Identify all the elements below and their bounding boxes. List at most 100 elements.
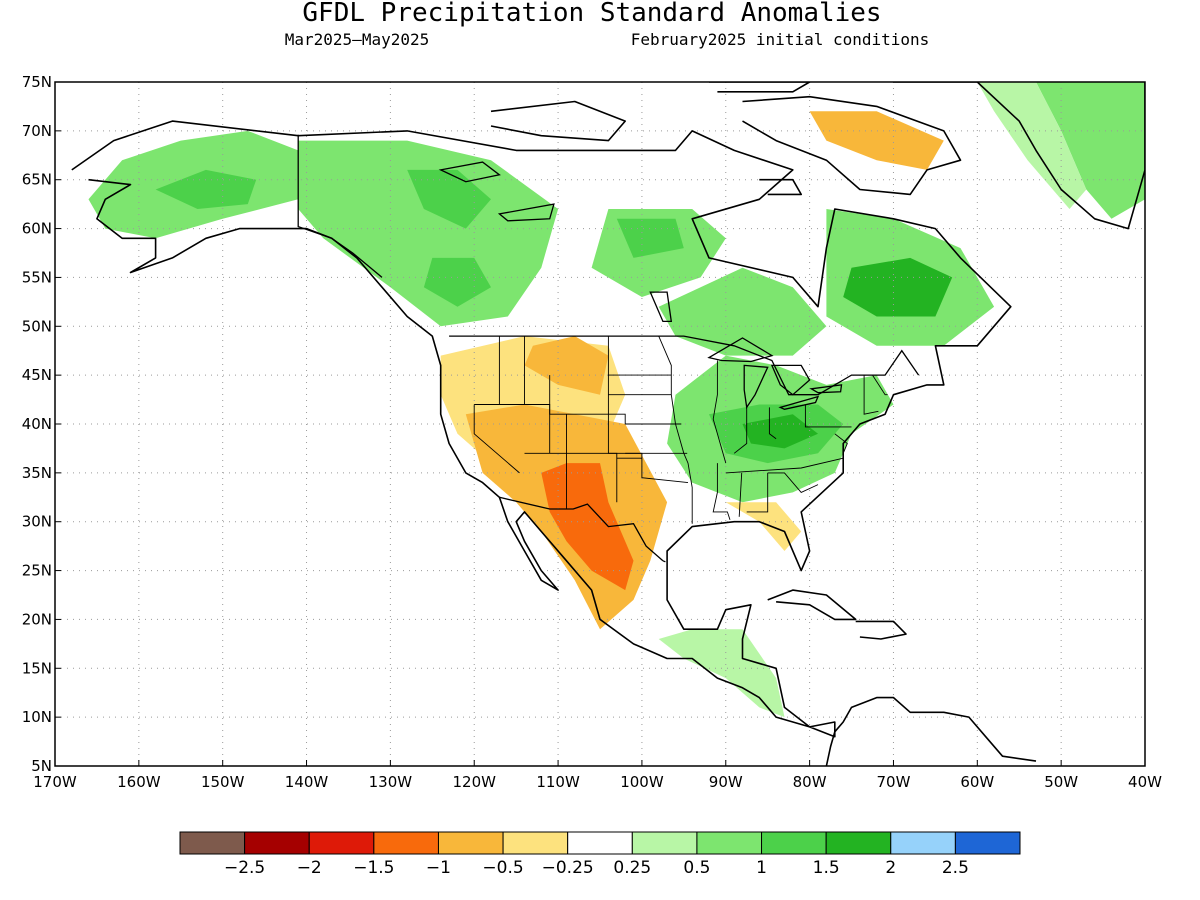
alaska-canada-border — [297, 134, 383, 278]
lat-tick-label: 30N — [22, 513, 52, 531]
us-mexico-border — [499, 496, 664, 562]
lon-tick-label: 40W — [1128, 773, 1162, 791]
victoria-island — [490, 100, 627, 142]
lat-tick-label: 20N — [22, 610, 52, 628]
lon-tick-label: 170W — [33, 773, 77, 791]
region-central-america-green — [658, 629, 785, 718]
lat-tick-label: 10N — [22, 708, 52, 726]
lon-tick-label: 140W — [285, 773, 329, 791]
region-yukon-bc-green — [298, 140, 559, 327]
graticule — [55, 82, 1145, 766]
us-canada-border — [449, 335, 920, 396]
lat-tick-label: 50N — [22, 317, 52, 335]
lon-tick-label: 60W — [960, 773, 994, 791]
hispaniola — [855, 620, 907, 640]
region-nm-mexico-red — [541, 463, 634, 591]
state-boundary — [768, 407, 777, 440]
state-boundary — [834, 433, 848, 454]
legend-swatch — [631, 831, 698, 855]
state-boundary — [738, 472, 743, 517]
lake-michigan — [743, 364, 769, 410]
lat-tick-label: 65N — [22, 171, 52, 189]
region-us-great-lakes-dark — [742, 414, 818, 449]
legend-swatch — [567, 831, 633, 855]
latitude-ticks: 75N 70N 65N 60N 55N 50N 45N 40N 35N 30N 25N 20N 15N 1… — [22, 73, 61, 775]
state-boundary — [767, 472, 819, 493]
lat-tick-label: 5N — [31, 757, 52, 775]
lat-tick-label: 40N — [22, 415, 52, 433]
legend-label: −0.25 — [542, 858, 594, 878]
legend-label: 2.5 — [942, 858, 969, 878]
great-bear-lake — [438, 161, 501, 183]
us-mexico-border-gulf — [662, 560, 666, 563]
legend-swatch — [373, 831, 439, 855]
lat-tick-label: 55N — [22, 268, 52, 286]
legend-swatch — [696, 831, 763, 855]
lat-tick-label: 35N — [22, 464, 52, 482]
legend-swatch — [244, 831, 310, 855]
region-bc-green — [423, 257, 491, 307]
legend-label: −0.5 — [482, 858, 523, 878]
lake-erie — [778, 395, 820, 410]
anomaly-shading — [88, 82, 1145, 718]
lon-tick-label: 150W — [201, 773, 245, 791]
lat-tick-label: 45N — [22, 366, 52, 384]
state-boundary — [625, 452, 689, 484]
state-boundary — [804, 404, 852, 428]
lake-huron — [770, 364, 811, 396]
legend-swatch — [179, 831, 246, 855]
lake-superior — [707, 337, 774, 363]
legend-swatch — [437, 831, 504, 855]
lat-tick-label: 75N — [22, 73, 52, 91]
legend-label: −1 — [426, 858, 451, 878]
legend-swatch — [761, 831, 827, 855]
lon-tick-label: 160W — [117, 773, 161, 791]
legend-label: 1 — [756, 858, 767, 878]
legend-label: 0.5 — [683, 858, 710, 878]
region-central-alaska-green — [155, 169, 257, 209]
map-title: GFDL Precipitation Standard Anomalies — [302, 0, 881, 28]
region-quebec-core-green — [843, 257, 953, 317]
legend-label: −2 — [297, 858, 322, 878]
region-greenland-green — [1036, 82, 1145, 219]
lat-tick-label: 15N — [22, 659, 52, 677]
lon-tick-label: 120W — [452, 773, 496, 791]
state-boundary — [658, 335, 693, 524]
legend-swatch — [825, 831, 892, 855]
state-boundary — [473, 404, 520, 474]
longitude-ticks: 170W 160W 150W 140W 130W 120W 110W 100W 90W 80W 70… — [33, 760, 1162, 791]
legend-label: −2.5 — [224, 858, 265, 878]
legend-label: 2 — [885, 858, 896, 878]
coastlines — [71, 82, 1145, 766]
legend-label: 1.5 — [813, 858, 840, 878]
region-greenland-light — [977, 82, 1087, 209]
state-boundary — [746, 472, 769, 513]
state-boundary — [733, 404, 748, 454]
region-baffin-orange — [809, 111, 944, 170]
legend-swatch — [502, 831, 569, 855]
devon-island — [709, 82, 811, 93]
lon-tick-label: 130W — [369, 773, 413, 791]
lat-tick-label: 60N — [22, 220, 52, 238]
north-america-coast — [71, 120, 1012, 738]
greenland-coast — [893, 82, 1145, 230]
state-boundary — [872, 374, 888, 396]
legend-swatch — [954, 831, 1021, 855]
state-boundary — [712, 360, 727, 464]
south-america-coast — [825, 696, 1037, 766]
legend-swatch — [890, 831, 956, 855]
legend-label: 0.25 — [613, 858, 651, 878]
baffin-coast — [742, 95, 962, 196]
lat-tick-label: 25N — [22, 562, 52, 580]
lon-tick-label: 80W — [793, 773, 827, 791]
lon-tick-label: 100W — [620, 773, 664, 791]
lon-tick-label: 50W — [1044, 773, 1078, 791]
region-plains-orange — [524, 336, 609, 395]
southampton-island — [759, 178, 803, 196]
lon-tick-label: 70W — [877, 773, 911, 791]
cuba — [767, 589, 857, 621]
region-ontario-green — [658, 267, 827, 356]
state-boundary — [712, 463, 731, 520]
region-florida-yellow — [725, 502, 802, 551]
